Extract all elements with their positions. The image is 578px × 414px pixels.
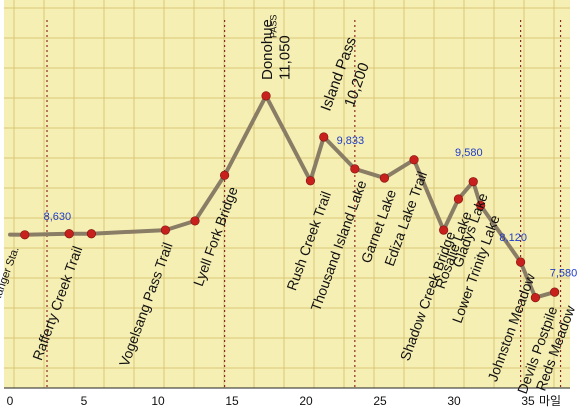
data-point <box>476 200 486 211</box>
x-tick-label: 35 <box>521 394 535 408</box>
data-points <box>20 91 560 303</box>
elevation-annotation: 7,580 <box>550 268 578 280</box>
data-point <box>160 225 170 235</box>
data-point <box>409 155 419 165</box>
data-point <box>550 287 560 297</box>
waypoint-marker-lines <box>46 20 562 388</box>
data-point <box>190 216 200 226</box>
data-point <box>439 225 449 235</box>
data-point <box>86 229 96 239</box>
x-tick-label: 20 <box>299 394 313 408</box>
summit-elevation-label: 11,050 <box>277 35 294 80</box>
elevation-annotation: 9,580 <box>455 147 483 159</box>
summit-suffix-label: PASS <box>268 15 278 38</box>
data-point <box>530 293 541 303</box>
x-tick-label: 10 <box>151 394 165 408</box>
elevation-annotation: 8,120 <box>499 232 527 244</box>
data-point <box>64 229 74 239</box>
data-point <box>319 132 329 142</box>
data-point <box>220 170 230 180</box>
elevation-annotation: 9,833 <box>337 135 365 147</box>
data-point <box>350 164 360 174</box>
summit-name-label: Donohue <box>259 19 276 80</box>
data-point <box>468 177 478 187</box>
data-point <box>453 194 464 204</box>
data-point <box>515 257 526 267</box>
x-tick-label: 30 <box>447 394 461 408</box>
x-axis: 0 5 10 15 20 25 30 35 마일 <box>4 387 570 408</box>
x-tick-label: 5 <box>81 394 88 408</box>
data-point <box>20 230 30 240</box>
data-point <box>261 91 271 101</box>
x-tick-label: 0 <box>7 394 14 408</box>
x-axis-unit-label: 마일 <box>539 394 561 408</box>
elevation-annotation: 8,630 <box>44 211 72 223</box>
data-point <box>379 173 390 183</box>
data-point <box>305 176 316 186</box>
x-tick-label: 15 <box>225 394 239 408</box>
x-tick-label: 25 <box>373 394 387 408</box>
